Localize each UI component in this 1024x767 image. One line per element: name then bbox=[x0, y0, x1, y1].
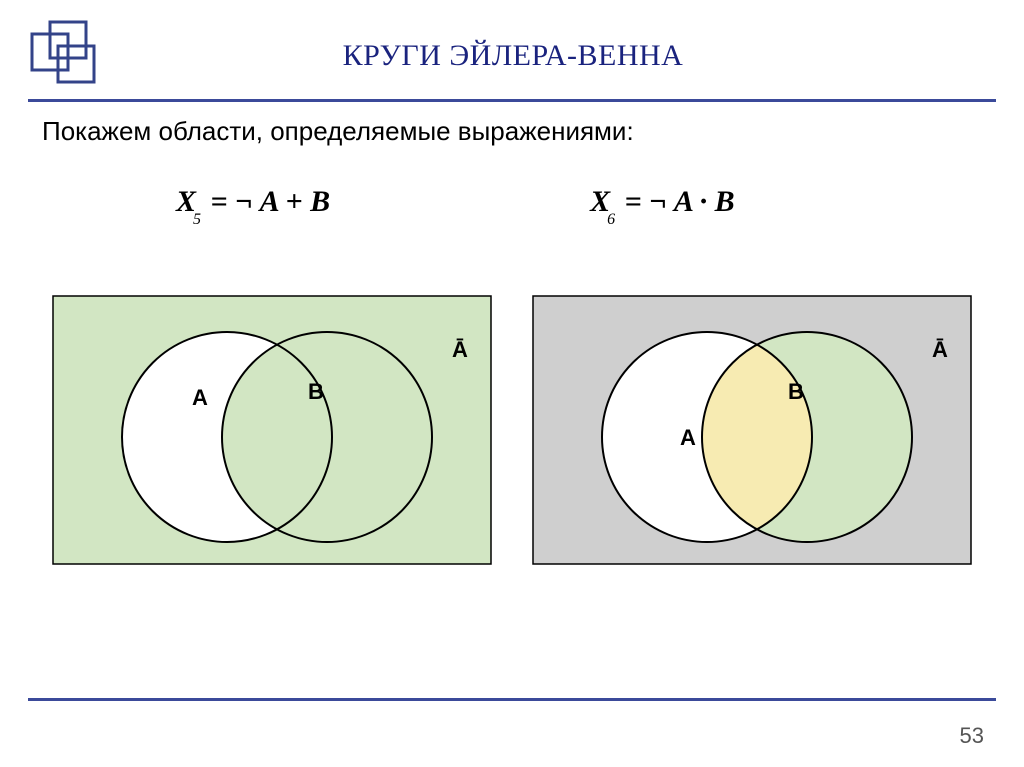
venn-left: A B Ā bbox=[52, 295, 492, 565]
header: КРУГИ ЭЙЛЕРА-ВЕННА bbox=[28, 18, 996, 93]
svg-text:B: B bbox=[308, 379, 324, 404]
divider-bottom bbox=[28, 698, 996, 701]
svg-text:A: A bbox=[192, 385, 208, 410]
venn-right: A B Ā bbox=[532, 295, 972, 565]
formula-x6-sub: 6 bbox=[607, 211, 615, 228]
svg-text:Ā: Ā bbox=[452, 337, 468, 362]
svg-text:B: B bbox=[788, 379, 804, 404]
slide-title: КРУГИ ЭЙЛЕРА-ВЕННА bbox=[120, 39, 906, 73]
divider-top bbox=[28, 99, 996, 102]
svg-text:Ā: Ā bbox=[932, 337, 948, 362]
logo-icon bbox=[28, 18, 102, 93]
formula-x6: X6 = ¬ A · B bbox=[590, 185, 735, 223]
formulas-row: X5 = ¬ A + B X6 = ¬ A · B bbox=[28, 185, 996, 223]
slide: КРУГИ ЭЙЛЕРА-ВЕННА Покажем области, опре… bbox=[0, 0, 1024, 767]
svg-text:A: A bbox=[680, 425, 696, 450]
page-number: 53 bbox=[960, 723, 984, 749]
formula-x5-body: = ¬ A + B bbox=[211, 185, 331, 218]
formula-x6-body: = ¬ A · B bbox=[625, 185, 735, 218]
formula-x5-sub: 5 bbox=[193, 211, 201, 228]
venn-row: A B Ā A B Ā bbox=[28, 295, 996, 565]
subtitle: Покажем области, определяемые выражениям… bbox=[42, 116, 996, 147]
formula-x5: X5 = ¬ A + B bbox=[176, 185, 330, 223]
